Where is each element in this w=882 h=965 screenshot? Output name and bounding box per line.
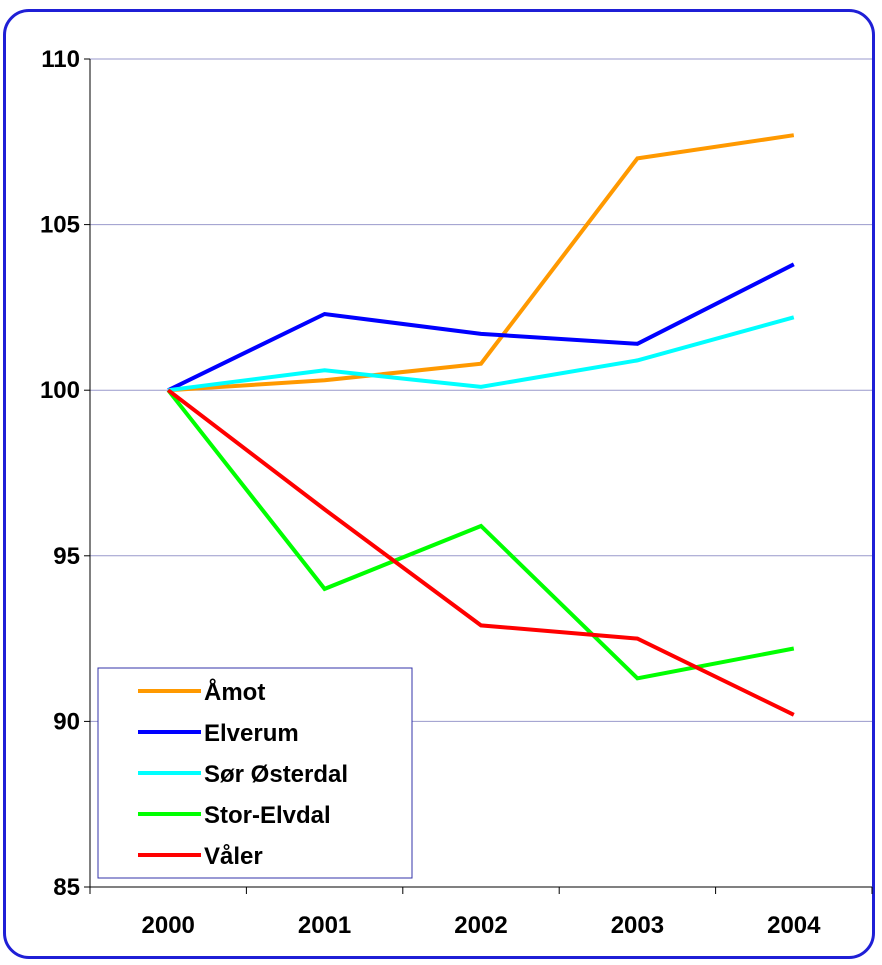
legend-label: Elverum	[204, 720, 299, 747]
gridlines	[90, 58, 872, 722]
legend-label: Sør Østerdal	[204, 761, 348, 788]
series-line-4	[166, 388, 795, 717]
axes	[84, 58, 873, 894]
x-tick-label: 2001	[298, 912, 351, 939]
legend: Åmot Elverum Sør Østerdal Stor-Elvdal Våler	[97, 667, 413, 879]
legend-label: Åmot	[204, 678, 265, 706]
series-line-0	[168, 133, 795, 393]
y-tick-label: 105	[40, 212, 80, 239]
series-line-1	[167, 262, 795, 392]
series-line-3	[166, 388, 795, 681]
x-tick-label: 2003	[611, 912, 664, 939]
y-tick-label: 110	[41, 46, 80, 73]
x-tick-label: 2000	[142, 912, 195, 939]
y-tick-label: 100	[40, 377, 80, 404]
legend-label: Stor-Elvdal	[204, 802, 331, 829]
legend-label: Våler	[204, 843, 263, 870]
x-tick-labels: 2000 2001 2002 2003 2004	[142, 912, 822, 939]
series-line-2	[167, 315, 795, 393]
y-tick-label: 95	[53, 543, 80, 570]
y-tick-label: 90	[53, 708, 80, 735]
x-tick-label: 2002	[454, 912, 507, 939]
y-tick-label: 85	[53, 874, 80, 901]
series-lines	[166, 133, 795, 717]
y-tick-labels: 85 90 95 100 105 110	[40, 46, 80, 901]
x-tick-label: 2004	[767, 912, 821, 939]
